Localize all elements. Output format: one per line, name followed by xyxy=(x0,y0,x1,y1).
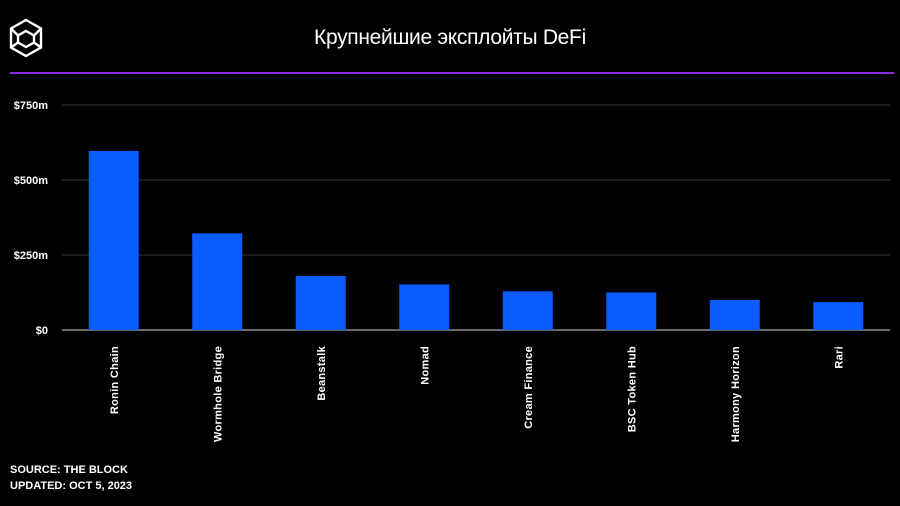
x-tick-label: Rari xyxy=(833,346,845,369)
the-block-logo-icon xyxy=(9,18,43,58)
updated-note: UPDATED: OCT 5, 2023 xyxy=(10,480,133,492)
chart-title: Крупнейшие эксплойты DeFi xyxy=(314,26,586,49)
bar xyxy=(88,150,139,330)
x-tick-label: Wormhole Bridge xyxy=(212,346,224,442)
x-tick-label: Harmony Horizon xyxy=(730,346,742,442)
x-tick-label: Beanstalk xyxy=(316,345,328,400)
bars xyxy=(88,150,864,330)
x-tick-label: Cream Finance xyxy=(523,346,535,429)
bar-chart: $0 $250m $500m $750m Ronin Chain Wormhole Br… xyxy=(14,100,890,442)
bar xyxy=(709,300,760,330)
x-axis-ticks: Ronin Chain Wormhole Bridge Beanstalk Nomad… xyxy=(109,345,846,442)
bar xyxy=(399,284,450,330)
bar xyxy=(295,276,346,330)
x-tick-label: Nomad xyxy=(419,346,431,385)
footer: SOURCE: THE BLOCK UPDATED: OCT 5, 2023 xyxy=(10,462,132,494)
x-tick-label: BSC Token Hub xyxy=(626,346,638,432)
bar xyxy=(502,291,553,330)
y-tick-label: $250m xyxy=(14,250,48,262)
gridlines xyxy=(62,104,890,331)
bar xyxy=(192,233,243,330)
y-tick-label: $750m xyxy=(14,100,48,112)
y-axis-ticks: $0 $250m $500m $750m xyxy=(14,100,48,337)
bar xyxy=(606,292,657,330)
y-tick-label: $0 xyxy=(36,325,48,337)
x-tick-label: Ronin Chain xyxy=(109,346,121,414)
y-tick-label: $500m xyxy=(14,175,48,187)
bar xyxy=(813,302,864,330)
header-divider xyxy=(10,72,894,74)
source-note: SOURCE: THE BLOCK xyxy=(10,464,128,476)
